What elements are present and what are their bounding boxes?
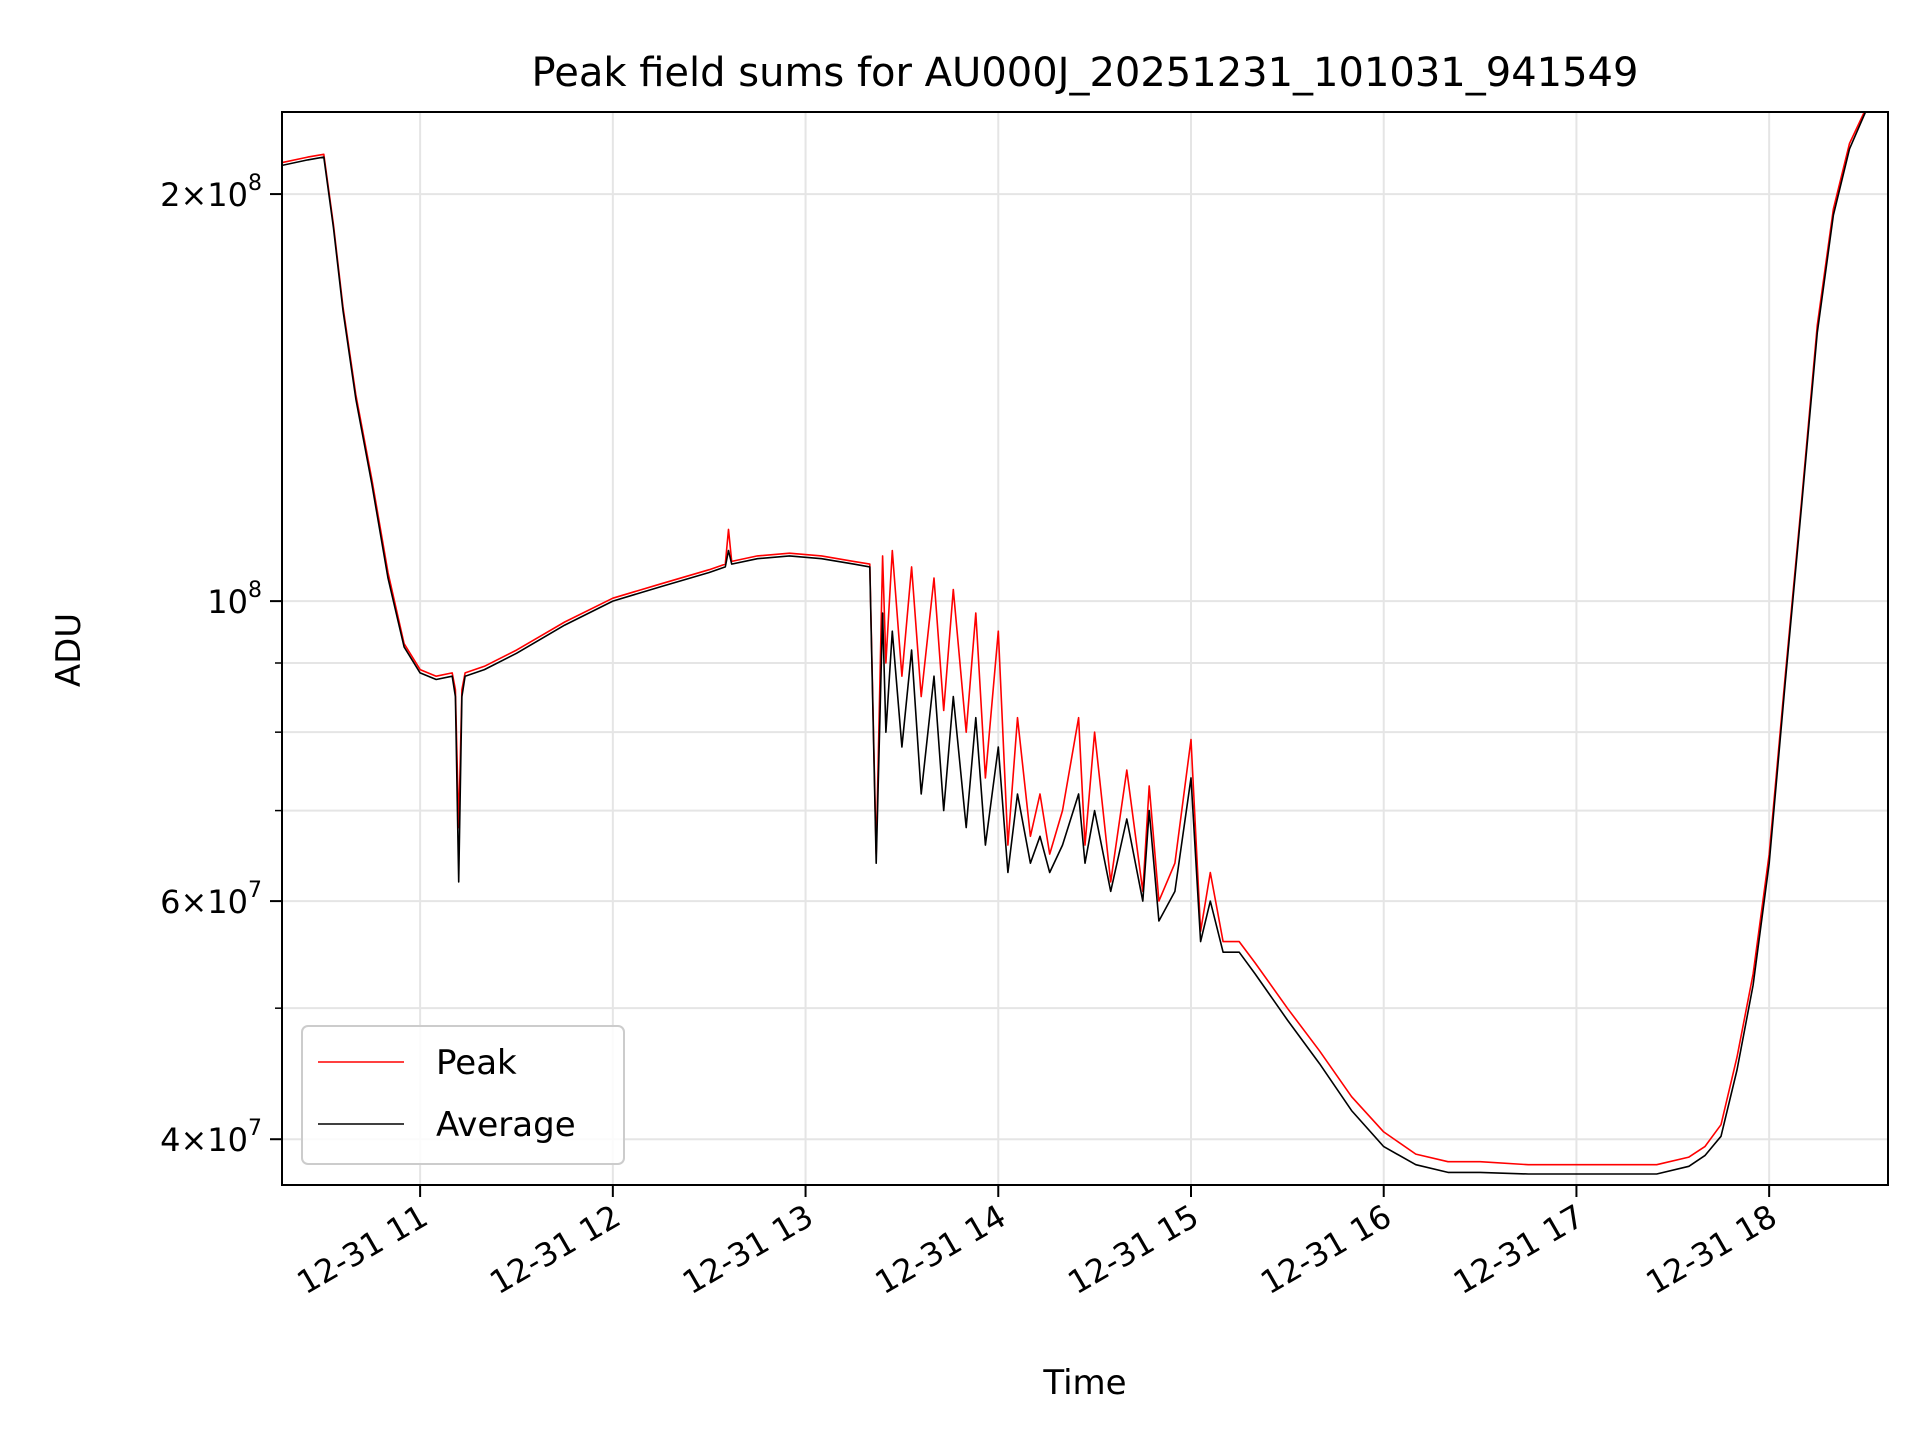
y-tick-label: 4×107 bbox=[160, 1116, 262, 1159]
legend-label-average: Average bbox=[436, 1105, 576, 1145]
chart-title: Peak field sums for AU000J_20251231_1010… bbox=[532, 50, 1639, 96]
y-tick-label: 6×107 bbox=[160, 878, 262, 921]
legend: Peak Average bbox=[301, 1025, 625, 1165]
y-tick-label: 108 bbox=[207, 578, 262, 621]
x-axis-label: Time bbox=[1042, 1363, 1126, 1403]
y-tick-label: 2×108 bbox=[160, 171, 262, 214]
legend-label-peak: Peak bbox=[436, 1043, 517, 1083]
plot-frame bbox=[281, 111, 1889, 1186]
series-line-average bbox=[282, 112, 1888, 1175]
series-lines bbox=[282, 112, 1888, 1175]
y-axis-label: ADU bbox=[49, 613, 89, 687]
legend-box bbox=[301, 1025, 625, 1165]
